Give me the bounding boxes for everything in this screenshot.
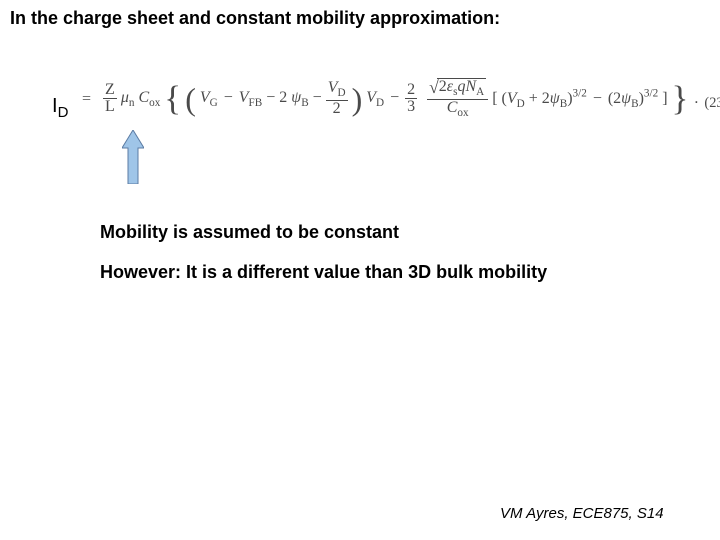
eq-equals: = — [82, 90, 91, 107]
eq-exp1: 3/2 — [573, 88, 587, 100]
slide-footer: VM Ayres, ECE875, S14 — [500, 505, 664, 522]
drain-current-label: ID — [52, 95, 68, 121]
eq-two1: 2 — [279, 89, 287, 106]
eq-minus2: − — [266, 89, 275, 106]
eq-two3: 2 — [613, 90, 621, 107]
eq-psi3: ψ — [621, 90, 631, 107]
eq-VD2: V — [507, 90, 517, 107]
eq-VD-den2: 2 — [326, 101, 348, 118]
eq-Cox-sub: ox — [149, 97, 160, 109]
eq-frac-23: 2 3 — [405, 82, 417, 117]
arrow-polygon — [122, 130, 144, 184]
eq-Cox2: C — [447, 99, 458, 116]
eq-VDnum-sub: D — [337, 87, 345, 99]
eq-VG: V — [200, 89, 210, 106]
eq-end-dot: . — [692, 90, 698, 107]
slide-title: In the charge sheet and constant mobilit… — [10, 8, 500, 29]
eq-23den: 3 — [405, 99, 417, 116]
eq-VD2-sub: D — [517, 98, 525, 110]
eq-frac-VD2: VD 2 — [326, 80, 348, 118]
eq-frac-ZL: Z L — [103, 82, 117, 117]
equation-block: = Z L μn Cox { ( VG − VFB − 2 ψB − VD 2 … — [82, 78, 720, 120]
eq-Z: Z — [105, 81, 115, 98]
note-mobility-constant: Mobility is assumed to be constant — [100, 222, 399, 243]
eq-two2: 2 — [542, 90, 550, 107]
slide: { "title": { "text": "In the charge shee… — [0, 0, 720, 540]
eq-mu: μ — [121, 89, 129, 106]
eq-minus1: − — [222, 89, 235, 106]
eq-exp2: 3/2 — [644, 88, 658, 100]
eq-Cox2-sub: ox — [457, 107, 468, 119]
eq-mu-sub-n: n — [129, 97, 135, 109]
eq-psiB1-sub: B — [301, 97, 308, 109]
eq-23num: 2 — [405, 82, 417, 100]
eq-psi2: ψ — [550, 90, 560, 107]
eq-Cox: C — [138, 89, 149, 106]
id-D: D — [58, 104, 69, 121]
eq-VD-outer-sub: D — [376, 97, 384, 109]
eq-number: (23) — [702, 95, 720, 111]
note-different-value: However: It is a different value than 3D… — [100, 262, 547, 283]
eq-VDnum: V — [328, 79, 338, 96]
eq-VG-sub: G — [210, 97, 218, 109]
eq-minus4: − — [388, 89, 401, 106]
eq-VFB: V — [239, 89, 249, 106]
eq-L: L — [105, 98, 115, 115]
eq-minus3: − — [313, 89, 322, 106]
eq-plus1: + — [529, 90, 538, 107]
eq-psiB3-sub: B — [631, 98, 638, 110]
callout-arrow-icon — [122, 130, 144, 184]
eq-psiB2-sub: B — [560, 98, 567, 110]
eq-psi1: ψ — [291, 89, 301, 106]
eq-VFB-sub: FB — [249, 97, 263, 109]
eq-VD-outer: V — [366, 89, 376, 106]
eq-sqrt-body: 2εsqNA — [437, 78, 486, 99]
eq-minus5: − — [591, 90, 604, 107]
eq-frac-sqrt-Cox: √2εsqNA Cox — [427, 78, 488, 120]
